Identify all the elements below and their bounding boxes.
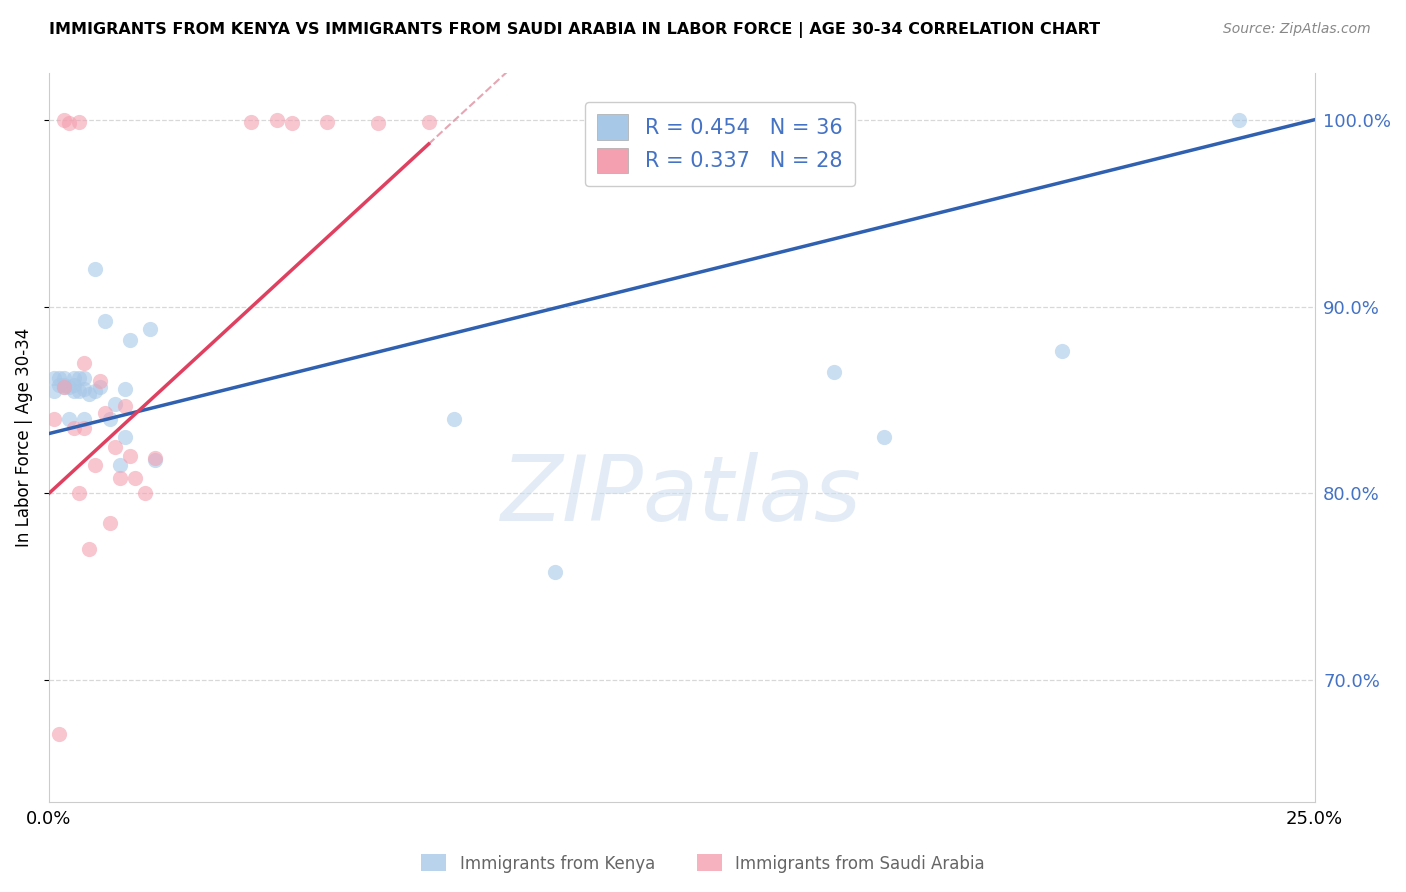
- Point: [53, 380, 76, 394]
- Point: [124, 471, 146, 485]
- Y-axis label: In Labor Force | Age 30-34: In Labor Force | Age 30-34: [15, 327, 32, 547]
- Point: [79, 387, 101, 401]
- Point: [134, 486, 156, 500]
- Point: [73, 382, 96, 396]
- Point: [48, 727, 70, 741]
- Legend: R = 0.454   N = 36, R = 0.337   N = 28: R = 0.454 N = 36, R = 0.337 N = 28: [585, 102, 855, 186]
- Legend: Immigrants from Kenya, Immigrants from Saudi Arabia: Immigrants from Kenya, Immigrants from S…: [415, 847, 991, 880]
- Point: [67, 370, 90, 384]
- Point: [42, 384, 65, 398]
- Point: [58, 116, 80, 130]
- Point: [1227, 112, 1250, 127]
- Point: [89, 374, 111, 388]
- Point: [63, 370, 86, 384]
- Point: [114, 399, 136, 413]
- Point: [53, 370, 76, 384]
- Point: [266, 112, 288, 127]
- Point: [108, 471, 131, 485]
- Point: [79, 542, 101, 557]
- Point: [143, 452, 166, 467]
- Point: [418, 114, 440, 128]
- Point: [63, 378, 86, 392]
- Point: [544, 565, 567, 579]
- Point: [67, 384, 90, 398]
- Point: [118, 333, 141, 347]
- Text: Source: ZipAtlas.com: Source: ZipAtlas.com: [1223, 22, 1371, 37]
- Point: [1050, 344, 1073, 359]
- Text: IMMIGRANTS FROM KENYA VS IMMIGRANTS FROM SAUDI ARABIA IN LABOR FORCE | AGE 30-34: IMMIGRANTS FROM KENYA VS IMMIGRANTS FROM…: [49, 22, 1101, 38]
- Point: [98, 411, 121, 425]
- Point: [73, 370, 96, 384]
- Point: [118, 449, 141, 463]
- Point: [73, 355, 96, 369]
- Point: [67, 114, 90, 128]
- Point: [93, 406, 115, 420]
- Point: [114, 382, 136, 396]
- Point: [104, 440, 127, 454]
- Point: [53, 380, 76, 394]
- Point: [48, 378, 70, 392]
- Point: [93, 314, 115, 328]
- Point: [73, 411, 96, 425]
- Point: [83, 458, 105, 473]
- Point: [67, 486, 90, 500]
- Point: [108, 458, 131, 473]
- Point: [873, 430, 896, 444]
- Point: [63, 421, 86, 435]
- Point: [823, 365, 845, 379]
- Text: ZIPatlas: ZIPatlas: [502, 451, 862, 540]
- Point: [114, 430, 136, 444]
- Point: [139, 322, 162, 336]
- Point: [83, 384, 105, 398]
- Point: [143, 450, 166, 465]
- Point: [98, 516, 121, 531]
- Point: [42, 411, 65, 425]
- Point: [83, 262, 105, 277]
- Point: [53, 112, 76, 127]
- Point: [73, 421, 96, 435]
- Point: [104, 397, 127, 411]
- Point: [316, 114, 339, 128]
- Point: [53, 378, 76, 392]
- Point: [58, 411, 80, 425]
- Point: [63, 384, 86, 398]
- Point: [443, 411, 465, 425]
- Point: [48, 370, 70, 384]
- Point: [367, 116, 389, 130]
- Point: [89, 380, 111, 394]
- Point: [42, 370, 65, 384]
- Point: [58, 380, 80, 394]
- Point: [240, 114, 263, 128]
- Point: [281, 116, 304, 130]
